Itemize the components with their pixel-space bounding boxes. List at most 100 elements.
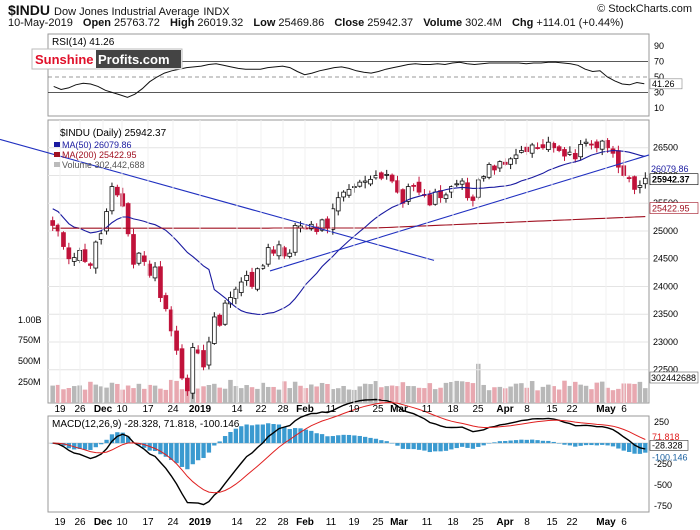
svg-text:Sunshine: Sunshine xyxy=(35,52,94,67)
x-axis-label-lower: 6 xyxy=(621,517,627,528)
volume-bar xyxy=(427,383,433,403)
volume-bar xyxy=(513,383,519,403)
candle-body xyxy=(341,191,346,198)
candle-body xyxy=(255,268,260,290)
volume-bar xyxy=(454,380,460,403)
macd-hist-bar xyxy=(416,443,422,450)
macd-hist-bar xyxy=(643,443,648,453)
macd-hist-bar xyxy=(190,443,195,465)
candle-body xyxy=(71,257,77,262)
candle-body xyxy=(115,186,120,196)
macd-hist-bar xyxy=(540,440,546,444)
open-value: 25763.72 xyxy=(114,17,160,29)
volume-bar xyxy=(470,383,476,403)
macd-hist-bar xyxy=(373,438,379,444)
macd-hist-bar xyxy=(551,441,556,444)
candle-body xyxy=(486,163,492,178)
candle-body xyxy=(545,141,551,151)
candle-body xyxy=(158,266,163,298)
x-axis-label-upper: 11 xyxy=(326,404,337,415)
candle-body xyxy=(481,176,487,179)
x-axis-label-upper: 15 xyxy=(546,404,558,415)
macd-hist-bar xyxy=(163,443,168,457)
volume-bar xyxy=(594,382,600,403)
volume-bar xyxy=(589,389,594,403)
legend-ma200: MA(200) 25422.95 xyxy=(62,150,137,160)
volume-bar xyxy=(389,385,395,403)
macd-hist-bar xyxy=(125,436,131,444)
macd-hist-bar xyxy=(589,443,594,446)
volume-bar xyxy=(66,388,72,403)
candle-body xyxy=(384,173,390,176)
x-axis-label-lower: 19 xyxy=(348,517,360,528)
candle-body xyxy=(179,348,185,379)
candle-body xyxy=(373,175,379,179)
candle-body xyxy=(244,274,249,281)
volume-bar xyxy=(497,386,503,403)
volume-bar xyxy=(481,384,486,403)
x-axis-label-lower: 28 xyxy=(277,517,289,528)
candle-body xyxy=(626,177,632,180)
x-axis-label-upper: 19 xyxy=(348,404,360,415)
volume-bar xyxy=(551,386,556,403)
volume-bar xyxy=(335,388,341,403)
candle-body xyxy=(432,191,438,205)
volume-bar xyxy=(136,383,142,403)
macd-hist-bar xyxy=(276,424,282,444)
volume-bar xyxy=(147,384,152,403)
x-axis-label-upper: 2019 xyxy=(189,404,212,415)
macd-hist-bar xyxy=(481,443,486,446)
macd-hist-bar xyxy=(454,443,459,449)
candle-body xyxy=(249,271,255,287)
volume-bar xyxy=(643,388,648,403)
x-axis-label-upper: 24 xyxy=(167,404,179,415)
x-axis-label-lower: May xyxy=(596,517,616,528)
volume-bar xyxy=(422,388,427,403)
macd-hist-bar xyxy=(287,429,292,444)
volume-bar xyxy=(395,386,400,403)
rsi-tick-label: 10 xyxy=(654,103,664,113)
macd-hist-bar xyxy=(626,443,632,452)
high-label: High xyxy=(169,17,195,29)
macd-hist-bar xyxy=(93,443,98,448)
volume-bar xyxy=(217,387,222,403)
macd-hist-bar xyxy=(379,440,384,444)
volume-bar xyxy=(233,386,239,403)
rsi-tick-label: 90 xyxy=(654,41,664,51)
candle-body xyxy=(470,196,476,201)
macd-hist-bar xyxy=(330,436,335,444)
candle-body xyxy=(120,193,126,207)
macd-hist-bar xyxy=(152,443,158,452)
candle-body xyxy=(201,350,206,368)
volume-last-box xyxy=(649,371,699,384)
volume-bar xyxy=(168,379,174,403)
macd-hist-bar xyxy=(535,440,540,444)
index-name: Dow Jones Industrial Average xyxy=(54,6,200,18)
exchange: INDX xyxy=(203,6,230,18)
vol-tick-500m: 500M xyxy=(18,356,41,366)
volume-bar xyxy=(319,382,325,403)
volume-bar xyxy=(459,381,465,403)
volume-bar xyxy=(142,388,147,403)
x-axis-label-upper: Dec xyxy=(94,404,113,415)
candle-body xyxy=(217,314,223,326)
candle-body xyxy=(632,176,637,190)
macd-hist-bar xyxy=(174,443,179,464)
volume-value: 302.4M xyxy=(465,17,502,29)
macd-hist-bar xyxy=(104,439,109,444)
candle-body xyxy=(174,330,179,351)
legend-ma50: MA(50) 26079.86 xyxy=(62,140,132,150)
ma200-line xyxy=(52,216,646,229)
volume-bar xyxy=(562,380,567,403)
macd-hist-bar xyxy=(578,443,583,446)
macd-hist-bar xyxy=(201,443,206,458)
candle-body xyxy=(141,255,147,262)
price-tick-label: 24500 xyxy=(653,254,678,264)
x-axis-label-upper: Mar xyxy=(390,404,408,415)
volume-bar xyxy=(373,381,379,403)
macd-hist-bar xyxy=(88,443,93,450)
volume-bar xyxy=(222,388,228,403)
macd-hist-bar xyxy=(255,424,260,444)
candle-body xyxy=(427,194,433,206)
